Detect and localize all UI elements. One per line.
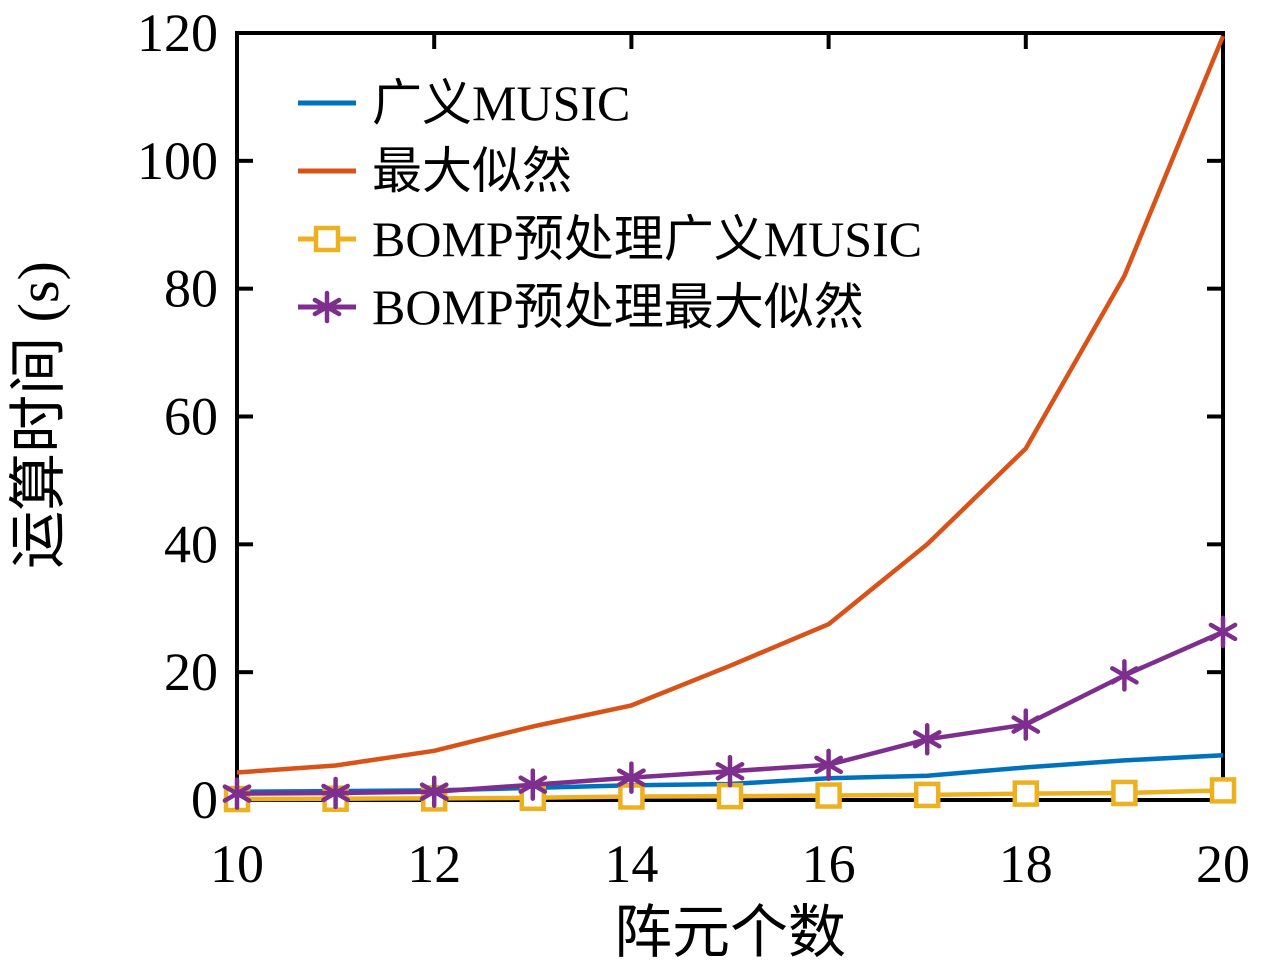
- y-tick-label: 120: [137, 3, 218, 63]
- square-marker: [1209, 777, 1237, 804]
- square-marker: [815, 782, 842, 809]
- series-line: [236, 35, 1226, 775]
- asterisk-marker: [321, 776, 350, 810]
- x-tick-label: 18: [999, 834, 1053, 894]
- y-tick-label: 100: [137, 131, 218, 191]
- square-marker: [716, 782, 744, 810]
- square-marker: [313, 225, 341, 253]
- legend-item: BOMP预处理最大似然: [298, 279, 864, 335]
- asterisk-marker: [814, 748, 843, 782]
- y-tick-label: 20: [164, 642, 218, 702]
- asterisk-marker: [1208, 615, 1238, 649]
- legend-item: 最大似然: [298, 143, 572, 199]
- square-marker: [913, 781, 941, 809]
- x-tick-label: 12: [407, 834, 461, 894]
- legend: 广义MUSIC 最大似然 BOMP预处理广义MUSIC BOMP预处理最大似然: [298, 75, 922, 335]
- asterisk-marker: [419, 775, 449, 808]
- x-axis-tick-labels: 10 12 14 16 18 20: [210, 834, 1250, 894]
- legend-label: 广义MUSIC: [372, 75, 630, 131]
- legend-label: 最大似然: [372, 143, 572, 199]
- y-tick-label: 0: [191, 770, 218, 830]
- x-tick-label: 14: [604, 834, 658, 894]
- legend-label: BOMP预处理最大似然: [372, 279, 864, 335]
- y-axis-label: 运算时间 (s): [6, 261, 71, 569]
- asterisk-marker: [1011, 708, 1041, 741]
- y-tick-label: 80: [164, 259, 218, 319]
- x-axis-label: 阵元个数: [614, 900, 846, 965]
- asterisk-marker: [617, 761, 646, 794]
- y-axis-tick-labels: 0 20 40 60 80 100 120: [137, 3, 218, 830]
- legend-item: 广义MUSIC: [298, 75, 630, 131]
- series-最大似然: [236, 35, 1226, 775]
- x-tick-label: 20: [1196, 834, 1250, 894]
- legend-label: BOMP预处理广义MUSIC: [372, 211, 922, 267]
- legend-item: BOMP预处理广义MUSIC: [298, 211, 922, 267]
- asterisk-marker: [518, 768, 548, 801]
- asterisk-marker: [222, 777, 252, 810]
- square-marker: [1012, 780, 1040, 807]
- asterisk-marker: [912, 723, 942, 756]
- x-tick-label: 16: [802, 834, 856, 894]
- x-tick-label: 10: [210, 834, 264, 894]
- y-tick-label: 60: [164, 387, 218, 447]
- asterisk-marker: [1110, 659, 1139, 692]
- y-tick-label: 40: [164, 514, 218, 574]
- square-marker: [1111, 779, 1138, 807]
- asterisk-marker: [312, 290, 342, 324]
- series-BOMP预处理最大似然: [222, 615, 1238, 810]
- asterisk-marker: [715, 754, 745, 788]
